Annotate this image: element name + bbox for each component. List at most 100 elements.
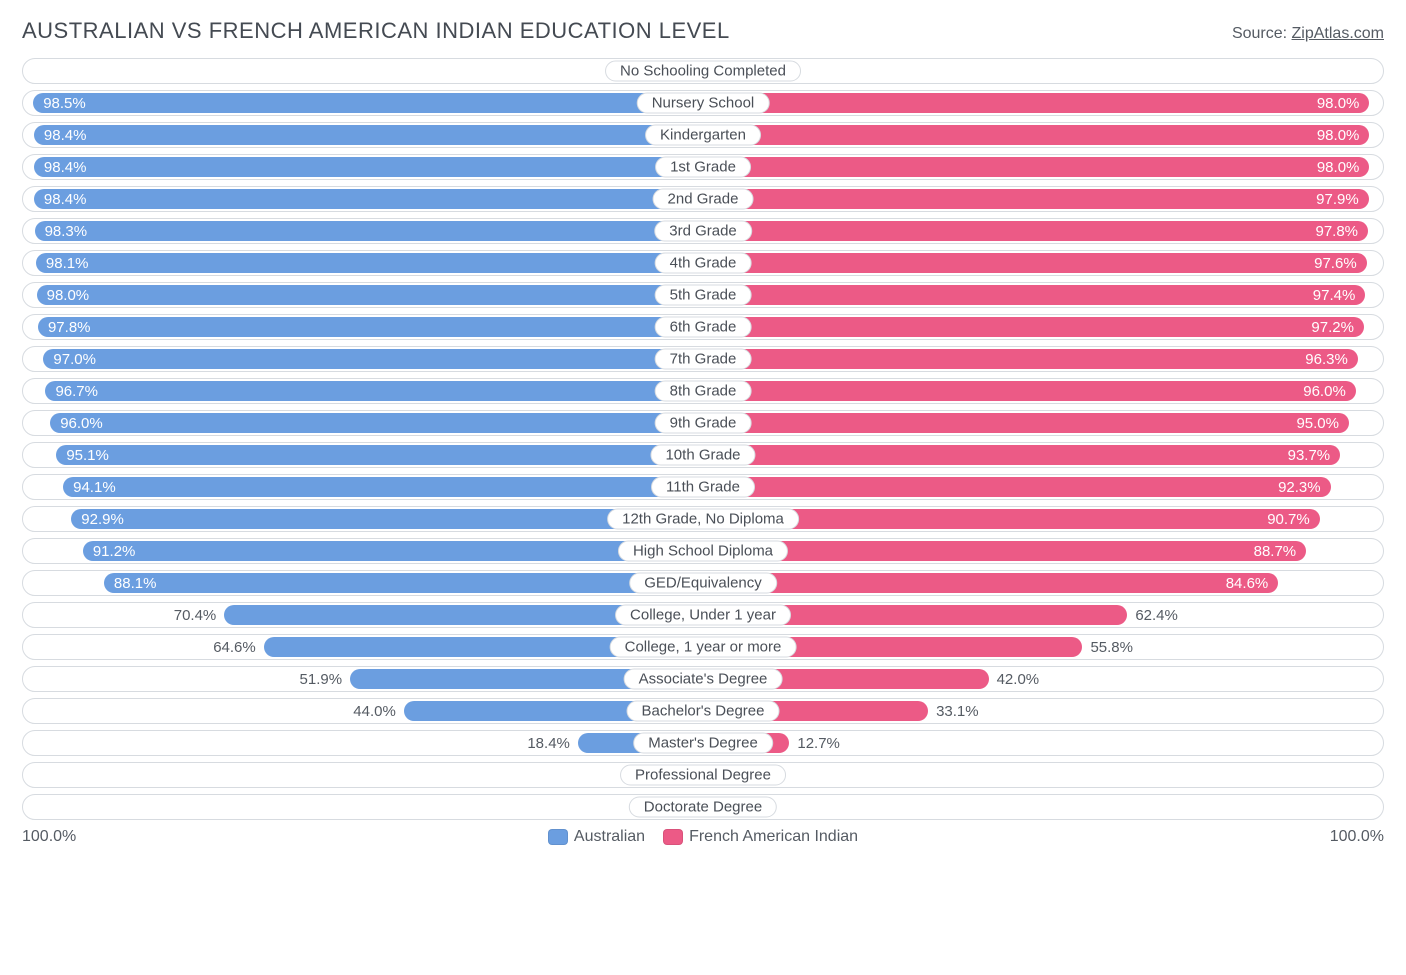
category-label: No Schooling Completed: [605, 61, 801, 82]
chart-row: 5.9%3.8%Professional Degree: [22, 762, 1384, 788]
chart-row: 97.8%97.2%6th Grade: [22, 314, 1384, 340]
bar-left: [36, 253, 703, 273]
value-label-right: 96.0%: [1303, 379, 1346, 403]
category-label: Bachelor's Degree: [627, 701, 780, 722]
value-label-left: 97.0%: [53, 347, 96, 371]
chart-row: 2.4%1.6%Doctorate Degree: [22, 794, 1384, 820]
bar-right: [703, 541, 1306, 561]
value-label-left: 92.9%: [81, 507, 124, 531]
chart-legend: Australian French American Indian: [76, 828, 1329, 846]
value-label-right: 93.7%: [1288, 443, 1331, 467]
value-label-left: 18.4%: [527, 731, 570, 755]
legend-item-right: French American Indian: [663, 828, 858, 846]
chart-row: 91.2% 88.7% High School Diploma: [22, 538, 1384, 564]
bar-left: [104, 573, 703, 593]
bar-right: [703, 381, 1356, 401]
chart-row: 18.4%12.7%Master's Degree: [22, 730, 1384, 756]
category-label: 5th Grade: [655, 285, 752, 306]
bar-left: [43, 349, 703, 369]
chart-row: 88.1% 84.6% GED/Equivalency: [22, 570, 1384, 596]
bar-right: [703, 93, 1369, 113]
category-label: High School Diploma: [618, 541, 788, 562]
category-label: 1st Grade: [655, 157, 751, 178]
chart-row: 97.0% 96.3% 7th Grade: [22, 346, 1384, 372]
value-label-right: 84.6%: [1226, 571, 1269, 595]
bar-right: [703, 125, 1369, 145]
bar-right: [703, 573, 1278, 593]
value-label-right: 33.1%: [936, 699, 979, 723]
category-label: 12th Grade, No Diploma: [607, 509, 799, 530]
category-label: College, 1 year or more: [610, 637, 797, 658]
value-label-left: 98.4%: [44, 155, 87, 179]
chart-row: 96.7%96.0%8th Grade: [22, 378, 1384, 404]
value-label-right: 42.0%: [997, 667, 1040, 691]
chart-container: AUSTRALIAN VS FRENCH AMERICAN INDIAN EDU…: [0, 0, 1406, 858]
category-label: Professional Degree: [620, 765, 786, 786]
bar-left: [63, 477, 703, 497]
value-label-right: 92.3%: [1278, 475, 1321, 499]
chart-row: 51.9% 42.0% Associate's Degree: [22, 666, 1384, 692]
value-label-right: 96.3%: [1305, 347, 1348, 371]
value-label-right: 97.8%: [1315, 219, 1358, 243]
value-label-right: 97.2%: [1311, 315, 1354, 339]
chart-row: 44.0% 33.1% Bachelor's Degree: [22, 698, 1384, 724]
value-label-right: 98.0%: [1317, 155, 1360, 179]
chart-row: 98.4%98.0%Kindergarten: [22, 122, 1384, 148]
value-label-left: 91.2%: [93, 539, 136, 563]
category-label: Nursery School: [637, 93, 770, 114]
bar-right: [703, 189, 1369, 209]
chart-row: 98.1%97.6%4th Grade: [22, 250, 1384, 276]
chart-source: Source: ZipAtlas.com: [1232, 25, 1384, 43]
bar-right: [703, 157, 1369, 177]
bar-right: [703, 221, 1368, 241]
chart-row: 98.0% 97.4% 5th Grade: [22, 282, 1384, 308]
source-label: Source:: [1232, 25, 1292, 42]
category-label: GED/Equivalency: [629, 573, 777, 594]
legend-swatch-left: [548, 829, 568, 845]
bar-left: [34, 189, 703, 209]
bar-right: [703, 413, 1349, 433]
category-label: College, Under 1 year: [615, 605, 791, 626]
chart-row: 92.9% 90.7% 12th Grade, No Diploma: [22, 506, 1384, 532]
bar-left: [83, 541, 703, 561]
value-label-left: 98.3%: [45, 219, 88, 243]
value-label-right: 55.8%: [1090, 635, 1133, 659]
value-label-left: 96.0%: [60, 411, 103, 435]
category-label: Doctorate Degree: [629, 797, 777, 818]
value-label-right: 98.0%: [1317, 91, 1360, 115]
bar-left: [37, 285, 703, 305]
bar-left: [38, 317, 703, 337]
bar-left: [50, 413, 703, 433]
category-label: 7th Grade: [655, 349, 752, 370]
value-label-right: 97.4%: [1313, 283, 1356, 307]
value-label-left: 98.4%: [44, 187, 87, 211]
value-label-left: 44.0%: [353, 699, 396, 723]
value-label-left: 51.9%: [300, 667, 343, 691]
axis-label-right: 100.0%: [1330, 828, 1384, 846]
category-label: 2nd Grade: [653, 189, 754, 210]
value-label-left: 64.6%: [213, 635, 256, 659]
category-label: 4th Grade: [655, 253, 752, 274]
chart-row: 98.3% 97.8% 3rd Grade: [22, 218, 1384, 244]
category-label: 3rd Grade: [654, 221, 752, 242]
chart-footer: 100.0% Australian French American Indian…: [22, 828, 1384, 846]
chart-row: 98.4%97.9%2nd Grade: [22, 186, 1384, 212]
legend-item-left: Australian: [548, 828, 645, 846]
legend-label-right: French American Indian: [689, 828, 858, 846]
bar-right: [703, 349, 1358, 369]
axis-label-left: 100.0%: [22, 828, 76, 846]
legend-swatch-right: [663, 829, 683, 845]
category-label: Associate's Degree: [624, 669, 783, 690]
category-label: Kindergarten: [645, 125, 761, 146]
value-label-right: 88.7%: [1254, 539, 1297, 563]
value-label-right: 90.7%: [1267, 507, 1310, 531]
value-label-left: 98.0%: [47, 283, 90, 307]
chart-row: 64.6% 55.8% College, 1 year or more: [22, 634, 1384, 660]
bar-left: [33, 93, 703, 113]
bar-left: [35, 221, 703, 241]
chart-row: 1.6%2.1%No Schooling Completed: [22, 58, 1384, 84]
value-label-left: 88.1%: [114, 571, 157, 595]
bar-right: [703, 317, 1364, 337]
value-label-left: 98.1%: [46, 251, 89, 275]
bar-right: [703, 445, 1340, 465]
